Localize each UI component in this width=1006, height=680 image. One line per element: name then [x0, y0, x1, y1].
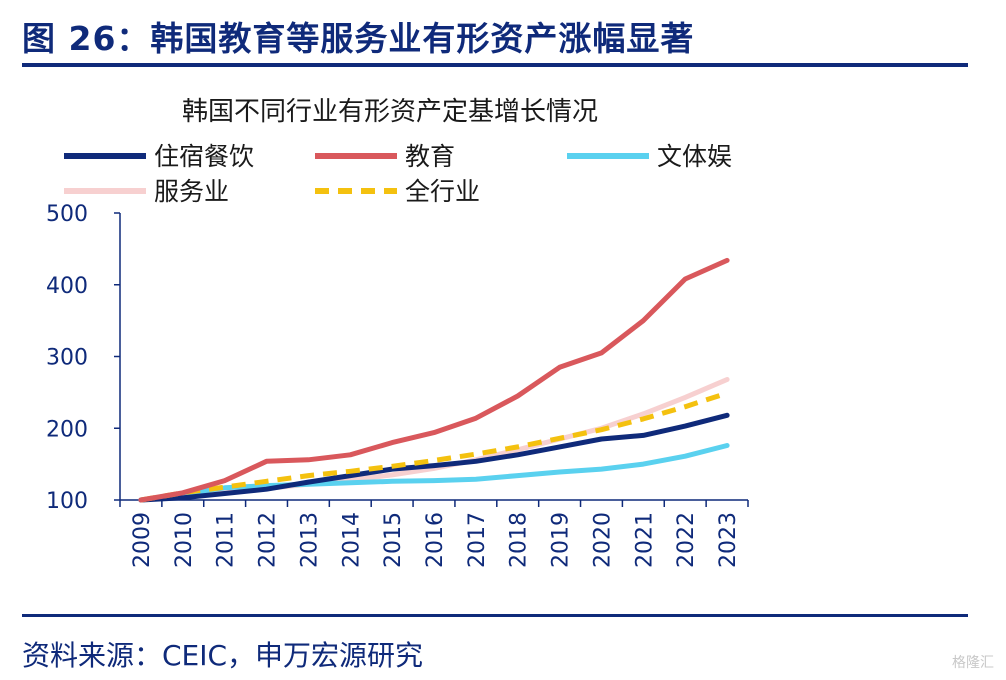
series-line-2 [138, 257, 730, 503]
y-tick-label: 500 [46, 202, 88, 227]
axes: 100 200 300 400 500 2009 2010 2011 2012 2013 2014 2… [46, 202, 749, 568]
y-tick-label: 200 [46, 417, 88, 442]
x-tick-label: 2022 [674, 512, 699, 568]
top-divider [22, 63, 968, 67]
x-tick-label: 2011 [214, 512, 239, 568]
y-tick-label: 100 [46, 489, 88, 514]
x-tick-label: 2017 [465, 512, 490, 568]
series-line-5 [140, 390, 728, 503]
series-lines [138, 257, 730, 503]
x-tick-label: 2012 [256, 512, 281, 568]
source-note: 资料来源：CEIC，申万宏源研究 [22, 639, 424, 672]
x-tick-label: 2013 [297, 512, 322, 568]
y-tick-label: 300 [46, 346, 88, 371]
series-line-1 [138, 412, 730, 503]
legend-label: 教育 [405, 142, 455, 171]
legend-label: 文体娱 [657, 142, 732, 171]
figure-title: 图 26：韩国教育等服务业有形资产涨幅显著 [22, 19, 695, 58]
legend-label: 住宿餐饮 [154, 142, 254, 171]
x-tick-label: 2023 [716, 512, 741, 568]
bottom-divider [22, 614, 968, 617]
x-tick-label: 2009 [130, 512, 155, 568]
x-tick-label: 2018 [507, 512, 532, 568]
legend-label: 服务业 [154, 177, 229, 206]
x-tick-label: 2020 [590, 512, 615, 568]
x-tick-label: 2010 [172, 512, 197, 568]
x-tick-label: 2014 [339, 512, 364, 568]
x-tick-label: 2016 [423, 512, 448, 568]
x-tick-label: 2021 [632, 512, 657, 568]
y-tick-label: 400 [46, 274, 88, 299]
legend-label: 全行业 [405, 177, 480, 206]
x-tick-label: 2015 [381, 512, 406, 568]
chart-title: 韩国不同行业有形资产定基增长情况 [182, 97, 598, 127]
x-tick-label: 2019 [549, 512, 574, 568]
watermark: 格隆汇 [952, 655, 994, 671]
